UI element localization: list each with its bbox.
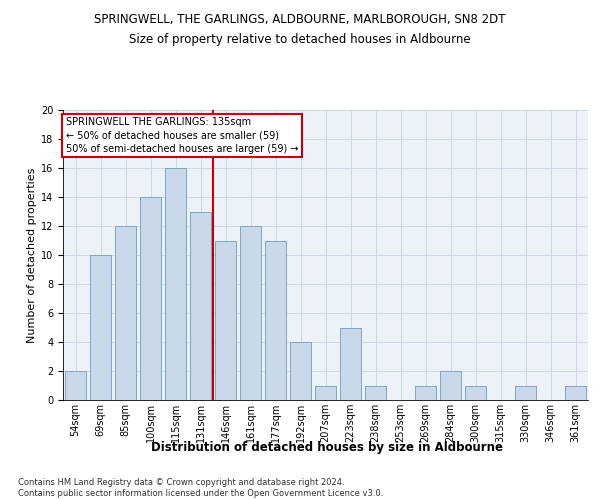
Bar [215, 240, 236, 400]
Bar [90, 255, 111, 400]
Bar [340, 328, 361, 400]
Bar [515, 386, 536, 400]
Bar [315, 386, 336, 400]
Text: Distribution of detached houses by size in Aldbourne: Distribution of detached houses by size … [151, 441, 503, 454]
Bar [65, 371, 86, 400]
Bar [465, 386, 486, 400]
Y-axis label: Number of detached properties: Number of detached properties [27, 168, 37, 342]
Text: SPRINGWELL THE GARLINGS: 135sqm
← 50% of detached houses are smaller (59)
50% of: SPRINGWELL THE GARLINGS: 135sqm ← 50% of… [65, 117, 298, 154]
Bar [565, 386, 586, 400]
Bar [240, 226, 261, 400]
Bar [140, 197, 161, 400]
Bar [265, 240, 286, 400]
Bar [415, 386, 436, 400]
Bar [440, 371, 461, 400]
Bar [115, 226, 136, 400]
Text: Size of property relative to detached houses in Aldbourne: Size of property relative to detached ho… [129, 32, 471, 46]
Text: Contains HM Land Registry data © Crown copyright and database right 2024.
Contai: Contains HM Land Registry data © Crown c… [18, 478, 383, 498]
Bar [365, 386, 386, 400]
Bar [165, 168, 186, 400]
Bar [190, 212, 211, 400]
Text: SPRINGWELL, THE GARLINGS, ALDBOURNE, MARLBOROUGH, SN8 2DT: SPRINGWELL, THE GARLINGS, ALDBOURNE, MAR… [94, 12, 506, 26]
Bar [290, 342, 311, 400]
